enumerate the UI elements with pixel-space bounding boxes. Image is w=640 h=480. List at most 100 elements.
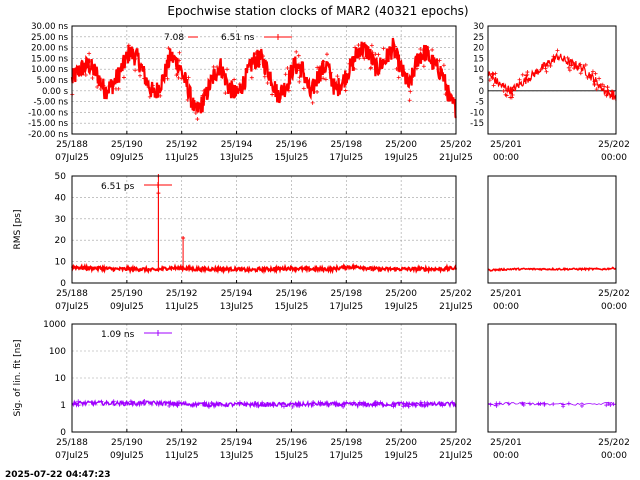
clock-zoom-point bbox=[544, 69, 549, 74]
clock-zoom-point bbox=[605, 85, 610, 90]
sig-point bbox=[318, 400, 323, 405]
sig-zoom-point bbox=[579, 403, 584, 408]
clock-ytick-label: -20.00 ns bbox=[28, 130, 68, 140]
sig-panel-frame bbox=[71, 323, 457, 433]
sig-xtick-label: 17Jul25 bbox=[329, 451, 363, 461]
sig-legend: 1.09 ns bbox=[101, 330, 135, 340]
sig-point bbox=[206, 404, 211, 409]
rms-ytick-label: 40 bbox=[55, 193, 67, 203]
clock-point bbox=[215, 64, 220, 69]
sig-zoom-point bbox=[494, 401, 499, 406]
clock-zoom-ytick-label: -10 bbox=[470, 108, 484, 118]
clock-point bbox=[328, 70, 333, 75]
sig-xtick-label: 25/194 bbox=[221, 438, 253, 448]
clock-point bbox=[323, 77, 328, 82]
clock-zoom-point bbox=[592, 79, 597, 84]
sig-point bbox=[177, 400, 182, 405]
clock-point bbox=[408, 89, 413, 94]
clock-xtick-label: 07Jul25 bbox=[55, 153, 89, 163]
sig-point bbox=[128, 399, 133, 404]
clock-xtick-label: 25/200 bbox=[385, 140, 417, 150]
clock-zoom-point bbox=[578, 62, 583, 67]
clock-xtick-label: 11Jul25 bbox=[165, 153, 199, 163]
clock-point bbox=[201, 88, 206, 93]
clock-point bbox=[174, 57, 179, 62]
clock-point bbox=[407, 98, 412, 103]
clock-point bbox=[332, 83, 337, 88]
clock-zoom-point bbox=[578, 71, 583, 76]
rms-xtick-label: 25/200 bbox=[385, 289, 417, 299]
clock-point bbox=[126, 51, 131, 56]
sig-point bbox=[147, 400, 152, 405]
sig-point bbox=[357, 400, 362, 405]
clock-point bbox=[297, 79, 302, 84]
clock-zoom-xtick-label: 00:00 bbox=[601, 153, 627, 163]
clock-point bbox=[177, 58, 182, 63]
clock-zoom-point bbox=[501, 88, 506, 93]
rms-xtick-label: 11Jul25 bbox=[165, 302, 199, 312]
clock-xtick-label: 25/190 bbox=[111, 140, 143, 150]
sig-point bbox=[203, 402, 208, 407]
clock-xtick-label: 25/194 bbox=[221, 140, 253, 150]
sig-point bbox=[76, 399, 81, 404]
clock-ytick-label: 30.00 ns bbox=[31, 22, 68, 32]
rms-spike-point bbox=[181, 236, 186, 241]
sig-ytick-label: 1000 bbox=[43, 320, 66, 330]
clock-zoom-ytick-label: 0 bbox=[479, 87, 484, 97]
clock-point bbox=[356, 43, 361, 48]
clock-point bbox=[285, 65, 290, 70]
clock-point bbox=[87, 59, 92, 64]
clock-point bbox=[112, 80, 117, 85]
sig-point bbox=[322, 401, 327, 406]
clock-point bbox=[137, 68, 142, 73]
clock-point bbox=[147, 94, 152, 99]
clock-point bbox=[297, 75, 302, 80]
clock-ytick-label: -10.00 ns bbox=[28, 108, 68, 118]
clock-series-line bbox=[70, 37, 457, 119]
sig-point bbox=[326, 403, 331, 408]
clock-zoom-point bbox=[597, 76, 602, 81]
clock-point bbox=[85, 62, 90, 67]
sig-point bbox=[288, 401, 293, 406]
clock-point bbox=[176, 75, 181, 80]
sig-xtick-label: 07Jul25 bbox=[55, 451, 89, 461]
rms-xtick-label: 15Jul25 bbox=[275, 302, 309, 312]
rms-zoom-xtick-label: 00:00 bbox=[601, 302, 627, 312]
clock-point bbox=[378, 65, 383, 70]
clock-point bbox=[437, 58, 442, 63]
clock-point bbox=[301, 86, 306, 91]
sig-point bbox=[196, 401, 201, 406]
clock-point bbox=[368, 66, 373, 71]
clock-zoom-series-line bbox=[487, 52, 617, 102]
sig-point bbox=[167, 403, 172, 408]
sig-point bbox=[209, 400, 214, 405]
sig-point bbox=[391, 404, 396, 409]
clock-zoom-point bbox=[524, 73, 529, 78]
clock-zoom-point bbox=[487, 78, 492, 83]
sig-point bbox=[134, 402, 139, 407]
clock-zoom-point bbox=[503, 92, 508, 97]
sig-point bbox=[89, 400, 94, 405]
clock-point bbox=[290, 70, 295, 75]
clock-point bbox=[418, 46, 423, 51]
clock-zoom-point bbox=[517, 77, 522, 82]
clock-legend-right: 6.51 ns bbox=[221, 33, 255, 43]
clock-point bbox=[422, 47, 427, 52]
clock-point bbox=[315, 65, 320, 70]
clock-xtick-label: 25/202 bbox=[440, 140, 472, 150]
sig-point bbox=[409, 401, 414, 406]
clock-point bbox=[193, 111, 198, 116]
sig-zoom-xtick-label: 00:00 bbox=[493, 451, 519, 461]
sig-point bbox=[340, 402, 345, 407]
sig-zoom-point bbox=[488, 402, 493, 407]
sig-point bbox=[450, 400, 455, 405]
clock-point bbox=[133, 51, 138, 56]
clock-zoom-point bbox=[506, 87, 511, 92]
rms-xtick-label: 25/198 bbox=[330, 289, 362, 299]
clock-zoom-panel-frame bbox=[487, 25, 617, 135]
sig-xtick-label: 25/196 bbox=[276, 438, 308, 448]
clock-point bbox=[370, 50, 375, 55]
sig-xtick-label: 13Jul25 bbox=[220, 451, 254, 461]
clock-zoom-point bbox=[594, 87, 599, 92]
sig-point bbox=[268, 402, 273, 407]
